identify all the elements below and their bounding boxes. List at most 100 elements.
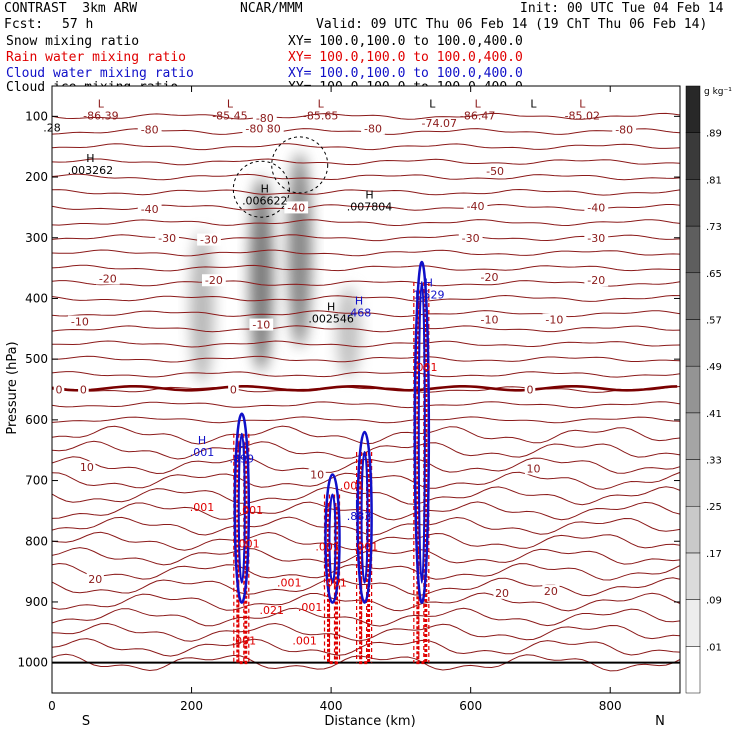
isotherm-line-10	[51, 264, 680, 272]
cloud-water-contour-0	[233, 412, 251, 604]
rain-core-2	[359, 460, 371, 665]
temperature-label-bg-12	[197, 233, 221, 246]
snow-field-label: Snow mixing ratio	[6, 34, 140, 49]
temperature-label-bg-30	[86, 572, 104, 585]
extremum-value-21: .001	[315, 540, 340, 553]
isotherm-line-2	[51, 143, 681, 151]
colorbar-swatch-4	[685, 459, 701, 507]
isotherm-line-20	[51, 416, 681, 424]
temperature-label-bg-22	[542, 313, 567, 326]
valid-time: Valid: 09 UTC Thu 06 Feb 14 (19 ChT Thu …	[316, 17, 708, 32]
colorbar-swatch-7	[685, 319, 701, 367]
isotherm-line-13	[51, 310, 681, 318]
x-tick-label-1: 200	[180, 699, 203, 713]
temperature-label-bg-16	[201, 274, 226, 287]
temperature-label-17: -20	[481, 271, 499, 284]
colorbar-label-7: .57	[706, 315, 722, 326]
ice-contour-2	[271, 136, 329, 194]
extremum-value-28: .001	[292, 634, 317, 647]
temperature-label-30: 20	[88, 573, 102, 586]
extremum-value-0: -86.39	[83, 109, 118, 122]
colorbar: .01 .09 .17 .25 .33 .41 .49 .57 .65 .73 .81 .89 g kg…	[685, 85, 732, 694]
temperature-label-3: -80	[364, 122, 382, 135]
cloud-contours	[233, 260, 431, 665]
model-title: CONTRAST 3km ARW	[4, 1, 138, 16]
temperature-label-26: 0	[526, 384, 533, 397]
extremum-kind-14: H	[425, 276, 433, 289]
colorbar-swatch-11	[685, 132, 701, 180]
extremum-value-1: -85.45	[212, 109, 247, 122]
extremum-kind-6: L	[530, 97, 537, 110]
temperature-label-bg-15	[95, 272, 120, 285]
colorbar-swatch-12	[685, 85, 701, 133]
ice-contour-0	[232, 160, 290, 218]
extremum-value-12: .002546	[308, 313, 354, 326]
temperature-label-22: -10	[545, 314, 563, 327]
temperature-label-16: -20	[205, 274, 223, 287]
isotherm-line-29	[51, 547, 681, 566]
temperature-label-bg-2	[242, 122, 267, 135]
temperature-label-29: 10	[526, 462, 540, 475]
extremum-value-20: .001	[235, 537, 260, 550]
temperature-label-bg-13	[458, 231, 483, 244]
temperature-label-5: -80	[256, 112, 274, 125]
isotherm-line-26	[51, 501, 681, 521]
temperature-label-1: -80	[263, 122, 281, 135]
x-tick-label-0: 0	[48, 699, 56, 713]
extremum-kind-16: H	[238, 440, 246, 453]
extremum-value-29: .001	[340, 480, 365, 493]
temperature-label-bg-6	[483, 164, 507, 177]
snow-plume-2	[287, 152, 312, 348]
snow-plume-3	[336, 286, 361, 378]
rain-core-0	[236, 442, 248, 665]
temperature-label-32: 20	[544, 585, 558, 598]
isotherm-line-31	[51, 577, 681, 597]
isotherm-line-9	[51, 249, 681, 257]
temperature-label-20: -10	[252, 319, 270, 332]
isotherm-line-12	[51, 294, 681, 302]
colorbar-swatch-9	[685, 225, 701, 274]
init-time: Init: 00 UTC Tue 04 Feb 14	[520, 1, 724, 16]
isotherm-line-5	[51, 188, 681, 196]
temperature-label-bg-3	[361, 122, 385, 135]
temperature-label-bg-4	[612, 123, 637, 136]
temperature-label-19: -10	[71, 316, 89, 329]
isotherm-line-15	[51, 340, 681, 348]
colorbar-swatch-2	[685, 552, 701, 600]
temperature-label-31: 20	[495, 587, 509, 600]
colorbar-label-9: .73	[706, 222, 722, 233]
extremum-value-27: .001	[232, 634, 257, 647]
temperature-label-4: -80	[615, 124, 633, 137]
snow-field-xy: XY= 100.0,100.0 to 100.0,400.0	[288, 34, 523, 49]
temperature-label-bg-0	[137, 123, 162, 136]
temperature-label-bg-26	[524, 383, 536, 396]
temperature-label-14: -30	[587, 232, 605, 245]
isotherm-line-16	[52, 355, 681, 363]
extremum-value-22: .001	[354, 540, 379, 553]
x-tick-label-4: 800	[599, 699, 622, 713]
temperature-label-12: -30	[200, 234, 218, 247]
colorbar-label-10: .81	[706, 175, 722, 186]
extremum-kind-13: H	[355, 295, 363, 308]
extremum-value-16: .899	[230, 452, 255, 465]
temperature-label-11: -30	[158, 232, 176, 245]
plot-frame	[51, 85, 681, 694]
colorbar-label-2: .17	[706, 549, 722, 560]
cloud-water-core-3	[417, 281, 426, 584]
isotherm-line-4	[51, 173, 681, 181]
rain-field-xy: XY= 100.0,100.0 to 100.0,400.0	[288, 50, 523, 65]
temperature-label-bg-17	[477, 271, 502, 284]
extremum-kind-15: H	[198, 434, 206, 447]
colorbar-label-6: .49	[706, 362, 722, 373]
y-tick-label-9: 1000	[17, 656, 48, 670]
colorbar-swatch-8	[685, 272, 701, 320]
extremum-kind-9: H	[86, 152, 94, 165]
isotherm-line-25	[51, 486, 681, 506]
colorbar-swatch-3	[685, 505, 701, 554]
extremum-value-24: .001	[322, 577, 347, 590]
cloud-water-contour-1	[324, 473, 341, 604]
y-tick-label-7: 800	[25, 534, 48, 548]
isotherm-line-0	[51, 112, 681, 120]
extremum-value-7: -85.02	[565, 109, 600, 122]
